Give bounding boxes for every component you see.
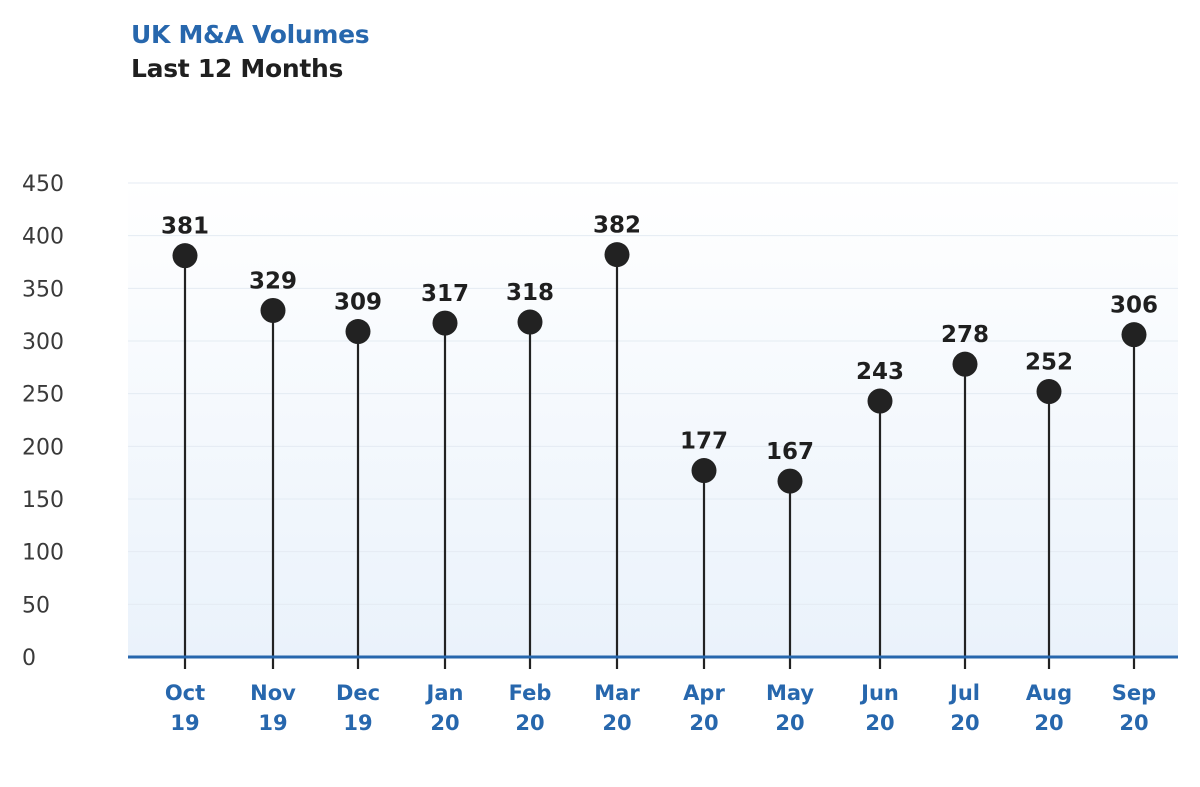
y-tick-label: 150 <box>22 488 64 513</box>
data-label: 167 <box>766 439 814 465</box>
data-label: 278 <box>941 322 989 348</box>
x-tick-label-year: 20 <box>515 711 544 735</box>
x-tick-label-month: Dec <box>336 681 380 705</box>
lollipop-marker <box>172 243 198 269</box>
x-tick-label-year: 19 <box>343 711 372 735</box>
x-tick-label-month: Jan <box>425 681 464 705</box>
lollipop-marker <box>777 468 803 494</box>
x-tick-label-month: May <box>766 681 814 705</box>
data-label: 177 <box>680 429 728 455</box>
x-tick-label-month: Nov <box>250 681 296 705</box>
data-label: 318 <box>506 280 554 306</box>
lollipop-marker <box>691 458 717 484</box>
x-tick-label-year: 19 <box>170 711 199 735</box>
y-tick-label: 100 <box>22 541 64 566</box>
x-tick-label-month: Jun <box>859 681 899 705</box>
data-label: 252 <box>1025 350 1073 376</box>
x-tick-label-year: 20 <box>1119 711 1148 735</box>
x-tick-label-month: Jul <box>948 681 980 705</box>
x-tick-label-month: Apr <box>683 681 725 705</box>
lollipop-marker <box>345 319 371 345</box>
lollipop-marker <box>1036 379 1062 405</box>
x-tick-label-year: 20 <box>950 711 979 735</box>
lollipop-marker <box>260 297 286 323</box>
x-tick-label-year: 20 <box>1034 711 1063 735</box>
data-label: 309 <box>334 290 382 316</box>
plot-area <box>128 180 1178 658</box>
data-label: 329 <box>249 268 297 294</box>
x-tick-label-year: 19 <box>258 711 287 735</box>
x-tick-label-year: 20 <box>865 711 894 735</box>
chart-title: UK M&A Volumes <box>131 20 370 49</box>
x-tick-label-year: 20 <box>775 711 804 735</box>
data-label: 317 <box>421 281 469 307</box>
lollipop-marker <box>1121 322 1147 348</box>
lollipop-marker <box>604 242 630 268</box>
y-tick-label: 450 <box>22 172 64 197</box>
y-tick-label: 400 <box>22 225 64 250</box>
lollipop-marker <box>432 310 458 336</box>
data-label: 306 <box>1110 293 1158 319</box>
chart-subtitle: Last 12 Months <box>131 54 344 83</box>
x-tick-label-year: 20 <box>602 711 631 735</box>
lollipop-marker <box>952 351 978 377</box>
x-tick-label-month: Sep <box>1112 681 1156 705</box>
data-label: 243 <box>856 359 904 385</box>
y-tick-label: 350 <box>22 277 64 302</box>
x-tick-label-month: Feb <box>509 681 552 705</box>
x-tick-label-month: Aug <box>1026 681 1072 705</box>
y-tick-label: 200 <box>22 435 64 460</box>
lollipop-marker <box>867 388 893 414</box>
y-tick-label: 250 <box>22 383 64 408</box>
y-tick-label: 300 <box>22 330 64 355</box>
data-label: 381 <box>161 214 209 240</box>
x-tick-label-year: 20 <box>689 711 718 735</box>
y-tick-label: 50 <box>22 593 50 618</box>
data-label: 382 <box>593 213 641 239</box>
x-tick-label-month: Mar <box>594 681 640 705</box>
x-tick-label-year: 20 <box>430 711 459 735</box>
x-tick-label-month: Oct <box>165 681 205 705</box>
y-tick-label: 0 <box>22 646 36 671</box>
lollipop-marker <box>517 309 543 335</box>
